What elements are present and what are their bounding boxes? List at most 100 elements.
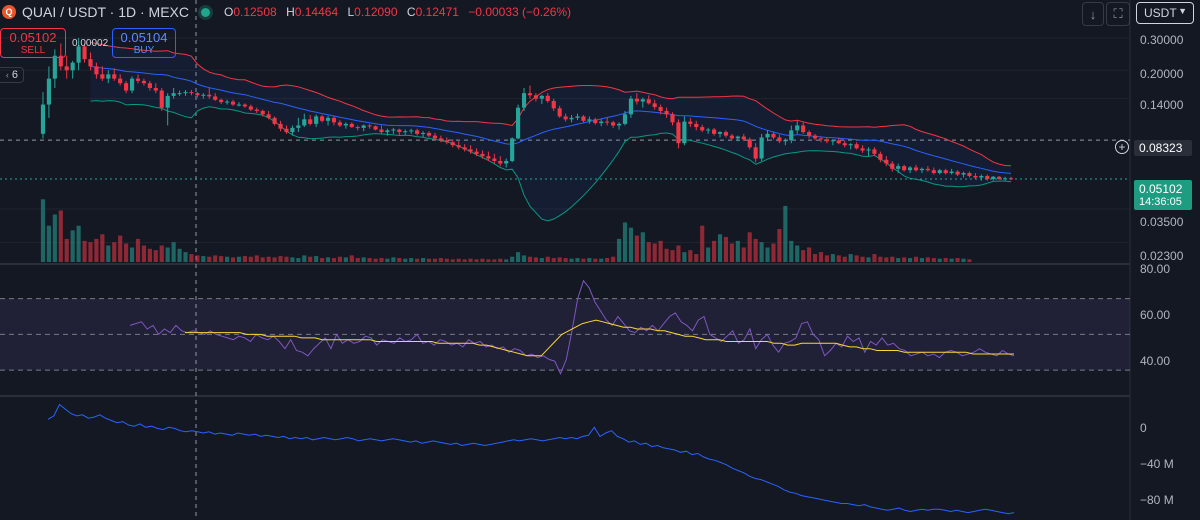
volume-bar	[866, 257, 871, 262]
high-value: 0.14464	[294, 5, 339, 19]
volume-bar	[254, 255, 259, 262]
volume-bar	[842, 256, 847, 262]
candle-body	[106, 74, 111, 79]
candle-body	[432, 135, 438, 139]
volume-bar	[860, 256, 865, 262]
candle-body	[795, 125, 800, 131]
candle-body	[979, 176, 984, 178]
candle-body	[266, 114, 271, 118]
candle-body	[456, 145, 461, 148]
candle-body	[135, 78, 141, 81]
currency-select[interactable]: USDT ▼	[1136, 2, 1194, 24]
volume-bar	[581, 258, 586, 262]
indicators-toggle[interactable]: ‹ 6	[0, 67, 24, 83]
volume-bar	[753, 238, 758, 262]
add-alert-icon[interactable]: +	[1115, 140, 1129, 154]
obv-axis-label: −40 M	[1140, 457, 1174, 471]
volume-bar	[213, 255, 218, 262]
candle-body	[622, 114, 628, 124]
candle-body	[937, 170, 942, 174]
volume-bar	[504, 259, 509, 262]
candle-body	[183, 92, 188, 94]
indicator-count: 6	[11, 69, 18, 81]
candle-body	[836, 140, 841, 144]
sell-button[interactable]: 0.05102 SELL	[0, 28, 66, 58]
volume-bar	[818, 252, 824, 262]
candle-body	[812, 135, 818, 139]
candle-body	[801, 125, 806, 133]
candle-body	[587, 119, 592, 121]
candle-body	[658, 107, 663, 111]
volume-bar	[278, 256, 283, 262]
buy-button[interactable]: 0.05104 BUY	[112, 28, 176, 58]
candle-body	[753, 147, 758, 159]
candle-body	[949, 171, 954, 174]
volume-bar	[717, 234, 723, 262]
volume-bar	[290, 257, 295, 262]
volume-bar	[296, 258, 301, 262]
candle-body	[896, 166, 901, 169]
volume-bar	[124, 243, 129, 262]
candle-body	[444, 140, 449, 143]
candle-body	[907, 167, 913, 171]
rsi-axis-label: 40.00	[1140, 354, 1171, 368]
volume-bar	[593, 258, 598, 262]
volume-bar	[682, 252, 687, 262]
download-icon[interactable]: ↓	[1082, 2, 1104, 26]
candle-body	[320, 116, 325, 121]
volume-bar	[913, 256, 919, 262]
symbol-title[interactable]: QUAI / USDT · 1D · MEXC	[22, 4, 189, 20]
volume-bar	[403, 258, 408, 262]
candle-body	[64, 66, 69, 71]
candle-body	[866, 149, 871, 151]
candle-body	[367, 125, 372, 127]
volume-bar	[896, 258, 901, 262]
sell-label: SELL	[20, 45, 46, 56]
open-key: O	[223, 5, 234, 19]
close-key: C	[406, 5, 416, 19]
volume-bar	[94, 238, 99, 262]
candle-body	[201, 94, 206, 96]
candle-body	[712, 129, 717, 134]
obv-line	[47, 403, 1015, 515]
volume-bar	[640, 232, 645, 262]
candle-body	[611, 122, 616, 126]
volume-bar	[830, 254, 835, 262]
volume-bar	[331, 258, 337, 262]
volume-bar	[545, 256, 550, 262]
volume-bar	[700, 225, 705, 262]
candle-body	[878, 153, 883, 160]
volume-bar	[52, 214, 57, 262]
candle-body	[504, 160, 509, 164]
rsi-band	[0, 298, 1130, 371]
candle-body	[492, 158, 497, 161]
volume-bar	[599, 258, 604, 262]
volume-bar	[664, 248, 669, 262]
volume-bar	[183, 252, 188, 262]
volume-bar	[848, 254, 853, 262]
candle-body	[272, 117, 277, 124]
volume-bar	[225, 256, 230, 262]
candle-body	[967, 173, 972, 177]
candle-body	[765, 133, 770, 138]
volume-bar	[611, 256, 616, 262]
volume-bar	[207, 256, 212, 262]
volume-bar	[521, 255, 527, 262]
volume-bar	[46, 225, 51, 262]
candle-body	[486, 156, 491, 159]
candle-body	[521, 93, 527, 108]
volume-bar	[165, 247, 170, 262]
candle-body	[213, 96, 218, 100]
candle-body	[682, 121, 687, 144]
candle-body	[842, 143, 847, 146]
volume-bar	[248, 256, 253, 262]
volume-bar	[70, 230, 75, 262]
bollinger-lower-line	[90, 100, 1012, 222]
maximize-icon[interactable]: ⛶	[1106, 2, 1130, 26]
volume-bar	[456, 258, 461, 262]
close-value: 0.12471	[415, 5, 459, 19]
candle-body	[379, 129, 384, 133]
volume-bar	[420, 258, 426, 262]
volume-bar	[836, 255, 841, 262]
